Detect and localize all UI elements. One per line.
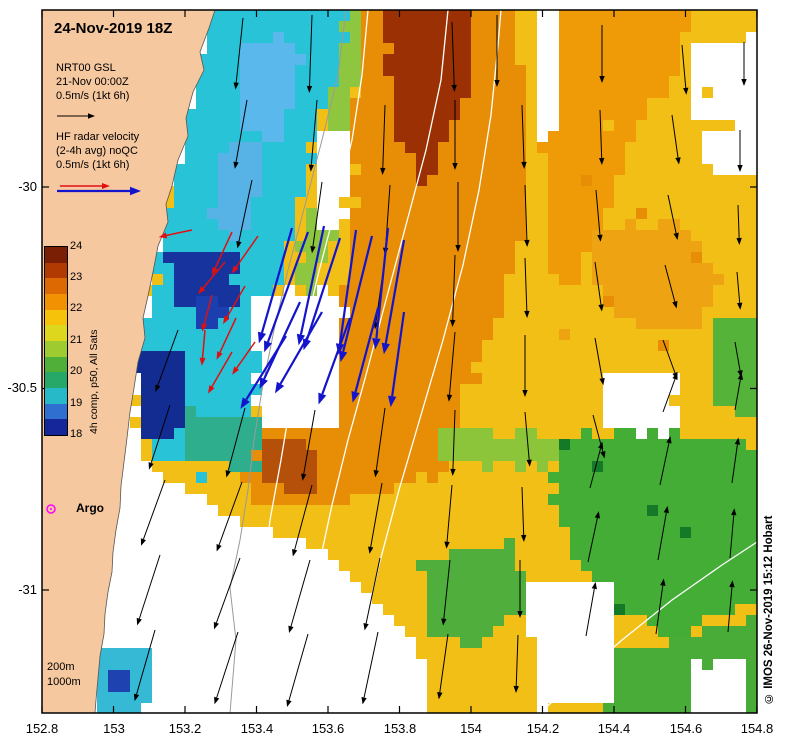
x-tick-label: 153.8: [383, 721, 417, 736]
colorbar-segment: [45, 388, 67, 404]
colorbar-segment: [45, 278, 67, 295]
plot-frame: [41, 9, 758, 714]
x-tick-label: 154: [460, 721, 482, 736]
colorbar-tick: 22: [70, 302, 83, 314]
colorbar-segment: [45, 247, 67, 263]
argo-label: Argo: [76, 501, 104, 515]
y-tick-label: -30: [18, 179, 37, 194]
colorbar: [44, 246, 68, 436]
colorbar-tick: 19: [70, 397, 83, 409]
colorbar-segment: [45, 419, 67, 436]
contour-line: [295, 10, 449, 713]
x-tick-label: 152.8: [25, 721, 59, 736]
legend-hf-name: HF radar velocity: [56, 131, 140, 143]
colorbar-segment: [45, 341, 67, 357]
arrows-red: [60, 183, 259, 394]
colorbar-segment: [45, 294, 67, 310]
x-tick-label: 153.2: [168, 721, 202, 736]
colorbar-tick: 18: [70, 428, 83, 440]
x-tick-label: 154.4: [597, 721, 631, 736]
y-tick-label: -30.5: [7, 380, 37, 395]
argo-float: [46, 504, 56, 514]
coastline: [94, 9, 216, 714]
colorbar-tick: 21: [70, 334, 83, 346]
legend-gsl-scale: 0.5m/s (1kt 6h): [56, 90, 130, 102]
contour-line: [251, 10, 369, 713]
depth-label-200m: 200m: [47, 661, 75, 673]
x-tick-label: 154.6: [669, 721, 703, 736]
colorbar-segment: [45, 356, 67, 373]
colorbar-segment: [45, 262, 67, 279]
colorbar-tick: 23: [70, 271, 83, 283]
colorbar-segment: [45, 403, 67, 420]
arrows-black: [57, 14, 747, 708]
x-tick-label: 154.8: [740, 721, 774, 736]
legend-gsl-name: NRT00 GSL: [56, 62, 116, 74]
credit-text: © IMOS 26-Nov-2019 15:12 Hobart: [763, 515, 775, 704]
contour-line: [539, 541, 757, 713]
y-tick-label: -31: [18, 582, 37, 597]
colorbar-tick: 20: [70, 365, 83, 377]
colorbar-segment: [45, 372, 67, 389]
legend-hf-scale: 0.5m/s (1kt 6h): [56, 159, 130, 171]
map-title: 24-Nov-2019 18Z: [54, 20, 173, 37]
colorbar-label: 4h comp, p50, All Sats: [88, 329, 100, 434]
contour-line: [229, 10, 347, 713]
x-tick-label: 153.4: [240, 721, 274, 736]
legend-hf-qc: (2-4h avg) noQC: [56, 145, 138, 157]
x-tick-label: 153: [103, 721, 125, 736]
colorbar-tick: 24: [70, 240, 83, 252]
legend-gsl-time: 21-Nov 00:00Z: [56, 76, 129, 88]
x-tick-label: 154.2: [526, 721, 560, 736]
depth-label-1000m: 1000m: [47, 676, 81, 688]
arrows-blue: [57, 186, 406, 409]
colorbar-segment: [45, 309, 67, 326]
sst-raster: [97, 10, 757, 713]
colorbar-segment: [45, 325, 67, 342]
x-tick-label: 153.6: [311, 721, 345, 736]
